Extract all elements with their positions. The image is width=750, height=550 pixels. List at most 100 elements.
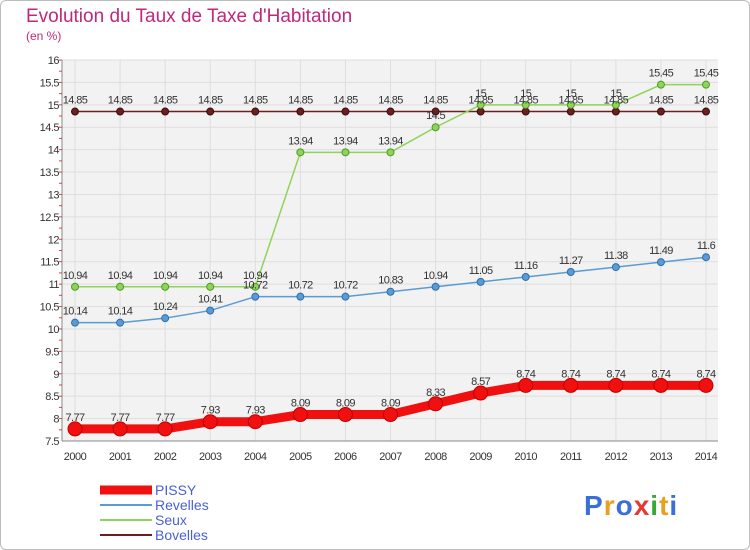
point-revelles: [386, 287, 395, 296]
point-seux: [386, 148, 395, 157]
point-revelles: [431, 282, 440, 291]
data-label-pissy: 7.93: [201, 405, 220, 417]
logo-letter: x: [633, 490, 651, 521]
point-seux: [116, 282, 125, 291]
data-label-revelles: 10.72: [288, 280, 313, 292]
data-label-bovelles: 14.85: [378, 95, 403, 107]
data-label-seux: 15: [520, 88, 532, 100]
data-label-seux: 13.94: [378, 135, 403, 147]
point-pissy: [247, 414, 263, 430]
point-bovelles: [656, 107, 665, 116]
point-pissy: [383, 407, 398, 423]
point-pissy: [292, 407, 308, 423]
data-label-seux: 10.94: [63, 270, 88, 282]
data-label-revelles: 10.72: [333, 280, 358, 292]
data-label-pissy: 7.77: [65, 412, 84, 424]
point-bovelles: [116, 107, 125, 116]
x-tick-label: 2009: [469, 451, 492, 463]
point-revelles: [341, 292, 350, 301]
point-bovelles: [702, 107, 710, 116]
x-tick-label: 2007: [379, 451, 402, 463]
data-label-seux: 14.5: [426, 110, 445, 122]
data-label-revelles: 11.49: [649, 245, 673, 257]
data-label-bovelles: 14.85: [604, 95, 629, 107]
logo-letter: t: [659, 490, 670, 521]
data-label-revelles: 10.41: [198, 294, 223, 306]
data-label-pissy: 7.77: [156, 412, 175, 424]
y-tick-label: 15.5: [40, 77, 60, 89]
point-revelles: [296, 292, 305, 301]
point-revelles: [702, 253, 710, 262]
point-pissy: [608, 377, 624, 393]
legend-label-pissy: PISSY: [155, 482, 197, 498]
y-tick-label: 8: [53, 414, 59, 426]
data-label-bovelles: 14.85: [108, 95, 133, 107]
y-tick-label: 14: [48, 145, 60, 157]
point-seux: [296, 148, 305, 157]
data-label-seux: 10.94: [198, 270, 223, 282]
data-label-revelles: 10.72: [243, 280, 268, 292]
data-label-revelles: 11.38: [604, 250, 628, 262]
point-seux: [431, 123, 440, 132]
y-tick-label: 11.5: [40, 257, 59, 269]
x-tick-label: 2002: [154, 451, 177, 463]
x-tick-label: 2001: [109, 451, 132, 463]
data-label-bovelles: 14.85: [153, 95, 178, 107]
point-revelles: [476, 277, 485, 286]
point-pissy: [653, 377, 669, 393]
data-label-bovelles: 14.85: [694, 95, 719, 107]
data-label-bovelles: 14.85: [288, 95, 313, 107]
x-tick-label: 2006: [334, 451, 357, 463]
point-bovelles: [71, 107, 79, 116]
point-bovelles: [341, 107, 350, 116]
point-seux: [206, 282, 215, 291]
point-seux: [341, 148, 350, 157]
x-tick-label: 2013: [650, 451, 673, 463]
x-tick-label: 2011: [560, 451, 582, 463]
y-tick-label: 14.5: [40, 122, 60, 134]
data-label-seux: 15: [610, 88, 622, 100]
x-tick-label: 2010: [514, 451, 537, 463]
data-label-pissy: 8.09: [381, 398, 400, 410]
point-seux: [521, 100, 530, 109]
legend-label-bovelles: Bovelles: [155, 527, 208, 543]
data-label-pissy: 8.33: [426, 387, 445, 399]
point-revelles: [566, 268, 575, 277]
point-revelles: [71, 318, 79, 327]
point-pissy: [337, 407, 353, 423]
data-label-bovelles: 14.85: [513, 95, 538, 107]
data-label-revelles: 11.6: [697, 240, 716, 252]
point-pissy: [698, 377, 714, 393]
y-tick-label: 12.5: [40, 212, 60, 224]
point-seux: [251, 282, 260, 291]
point-revelles: [251, 292, 260, 301]
data-label-pissy: 8.74: [606, 368, 625, 380]
data-label-pissy: 8.09: [291, 398, 310, 410]
x-tick-label: 2003: [199, 451, 222, 463]
point-bovelles: [476, 107, 485, 116]
point-revelles: [116, 318, 125, 327]
point-seux: [476, 100, 485, 109]
data-label-seux: 13.94: [333, 135, 358, 147]
data-label-revelles: 10.14: [108, 306, 133, 318]
data-label-revelles: 10.24: [153, 301, 178, 313]
x-tick-label: 2014: [695, 451, 718, 463]
data-label-pissy: 8.74: [651, 368, 670, 380]
data-label-revelles: 10.14: [63, 306, 88, 318]
point-seux: [656, 80, 665, 89]
y-tick-label: 9.5: [45, 346, 59, 358]
y-tick-label: 8.5: [45, 391, 59, 403]
point-pissy: [202, 414, 218, 430]
data-label-bovelles: 14.85: [468, 95, 493, 107]
point-bovelles: [611, 107, 620, 116]
y-tick-label: 10.5: [40, 302, 60, 314]
data-label-seux: 15: [475, 88, 487, 100]
proxiti-logo: Proxiti: [584, 490, 678, 522]
point-seux: [566, 100, 575, 109]
chart-unit: (en %): [26, 29, 62, 43]
point-bovelles: [431, 107, 440, 116]
point-revelles: [206, 306, 215, 315]
point-seux: [702, 80, 710, 89]
legend-label-revelles: Revelles: [155, 497, 209, 513]
